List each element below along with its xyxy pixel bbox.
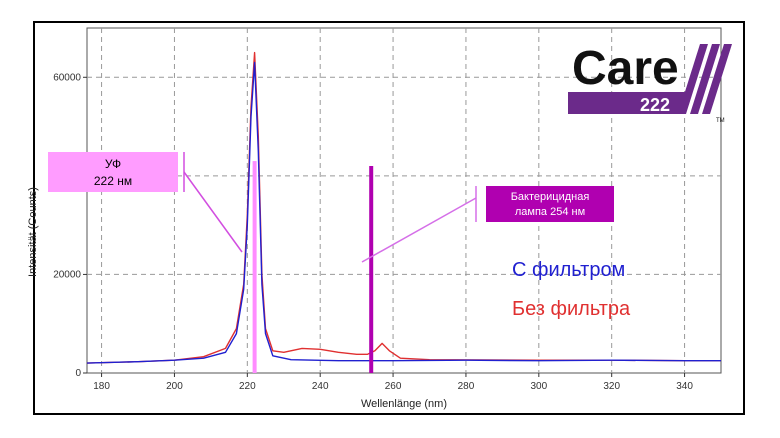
uv-222-label-box xyxy=(48,152,178,192)
series-line xyxy=(86,51,721,364)
logo-number: 222 xyxy=(640,95,670,115)
x-tick-label: 320 xyxy=(603,381,620,392)
logo-slash-3 xyxy=(702,44,732,114)
series-line xyxy=(86,61,721,364)
logo-band xyxy=(568,92,690,114)
x-tick-label: 260 xyxy=(385,381,402,392)
wavelength-markers xyxy=(252,161,374,373)
uv-222-label-line1: УФ xyxy=(105,157,121,171)
y-axis-label: Intensität (Counts) xyxy=(27,187,39,277)
legend-without-filter: Без фильтра xyxy=(512,298,631,320)
care222-logo: Care 222 TM xyxy=(568,42,732,124)
wavelength-marker-bar xyxy=(369,166,374,373)
wavelength-marker-bar xyxy=(252,161,257,373)
uv-222-pointer xyxy=(183,171,243,253)
lamp-254-label-box xyxy=(486,186,614,222)
y-tick-label: 20000 xyxy=(53,269,81,280)
legend-with-filter: С фильтром xyxy=(512,259,625,281)
lamp-254-pointer xyxy=(361,197,477,263)
plot-area xyxy=(86,27,722,374)
logo-slash-1 xyxy=(678,44,708,114)
x-tick-label: 240 xyxy=(312,381,329,392)
x-tick-label: 280 xyxy=(458,381,475,392)
lamp-254-label-line1: Бактерицидная xyxy=(511,191,590,203)
x-tick-label: 180 xyxy=(93,381,110,392)
y-tick-label: 60000 xyxy=(53,72,81,83)
uv-222-label-line2: 222 нм xyxy=(94,174,132,188)
x-tick-label: 200 xyxy=(166,381,183,392)
x-axis-ticks: 180 200 220 240 260 280 300 320 340 xyxy=(93,373,693,392)
logo-slash-2 xyxy=(690,44,720,114)
y-tick-label: 0 xyxy=(75,368,81,379)
x-tick-label: 300 xyxy=(530,381,547,392)
x-tick-label: 340 xyxy=(676,381,693,392)
x-axis-label: Wellenlänge (nm) xyxy=(361,398,447,410)
logo-tm: TM xyxy=(716,118,725,124)
series-lines xyxy=(86,51,721,364)
x-tick-label: 220 xyxy=(239,381,256,392)
logo-word: Care xyxy=(572,42,679,95)
lamp-254-label-line2: лампа 254 нм xyxy=(515,206,585,218)
